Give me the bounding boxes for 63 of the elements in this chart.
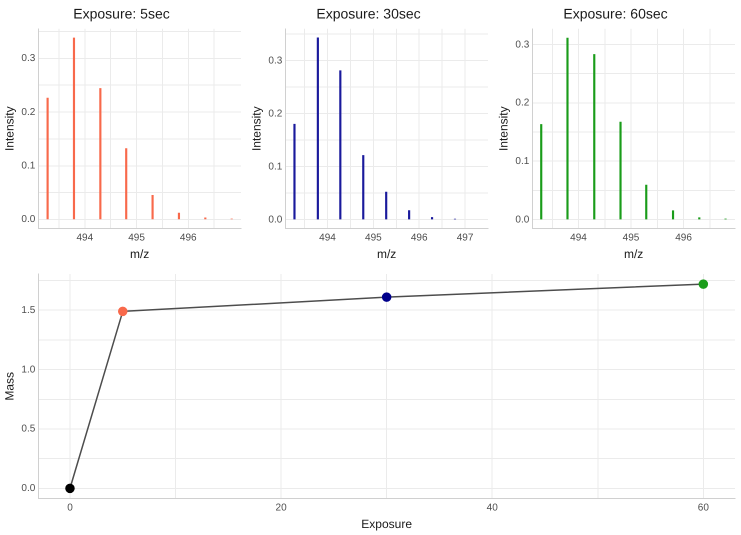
x-tick-label: 40 xyxy=(486,502,498,514)
y-tick-label: 0.0 xyxy=(21,214,36,226)
point xyxy=(698,279,708,289)
bar xyxy=(385,192,388,220)
chart-title: Exposure: 60sec xyxy=(563,5,668,22)
x-axis-title: m/z xyxy=(624,247,644,262)
x-tick-label: 495 xyxy=(622,232,640,244)
y-tick-label: 0.1 xyxy=(515,156,530,167)
bar xyxy=(125,148,128,220)
bar xyxy=(619,122,622,220)
chart-title: Exposure: 30sec xyxy=(316,5,421,22)
y-tick-label: 0.3 xyxy=(515,39,530,50)
y-tick-label: 0.0 xyxy=(515,214,530,226)
x-axis-title: m/z xyxy=(376,247,396,262)
x-tick-label: 496 xyxy=(410,232,428,244)
y-tick-label: 1.0 xyxy=(21,364,36,376)
y-axis-title: Intensity xyxy=(2,106,17,152)
y-tick-label: 0.2 xyxy=(515,98,530,109)
y-axis-title: Mass xyxy=(2,372,17,401)
bar xyxy=(178,212,180,220)
bar xyxy=(593,54,596,220)
y-tick-label: 0.5 xyxy=(21,424,36,435)
x-tick-label: 496 xyxy=(180,232,198,244)
bar xyxy=(339,70,342,220)
y-tick-label: 0.2 xyxy=(21,106,36,118)
bar xyxy=(316,37,319,220)
point xyxy=(65,484,75,494)
x-tick-label: 60 xyxy=(698,502,710,514)
bar xyxy=(72,38,76,220)
bar xyxy=(46,98,49,220)
x-tick-label: 495 xyxy=(365,232,382,244)
x-tick-label: 20 xyxy=(276,502,288,514)
point xyxy=(118,306,128,316)
bar xyxy=(566,38,569,220)
bar xyxy=(152,194,154,220)
x-tick-label: 497 xyxy=(456,232,474,244)
bar xyxy=(540,124,542,220)
bar xyxy=(362,155,364,220)
y-tick-label: 0.1 xyxy=(268,161,283,172)
y-tick-label: 0.2 xyxy=(268,108,283,120)
x-tick-label: 494 xyxy=(76,232,94,244)
point xyxy=(382,292,392,302)
y-tick-label: 0.3 xyxy=(21,53,36,64)
x-axis-title: Exposure xyxy=(361,517,412,532)
chart-title: Exposure: 5sec xyxy=(73,5,170,22)
x-tick-label: 0 xyxy=(67,502,74,514)
x-tick-label: 494 xyxy=(570,232,588,244)
y-tick-label: 0.1 xyxy=(21,160,36,172)
bar xyxy=(99,88,102,220)
x-tick-label: 495 xyxy=(128,232,146,244)
y-tick-label: 0.0 xyxy=(21,483,36,494)
y-tick-label: 0.0 xyxy=(268,214,283,226)
x-tick-label: 496 xyxy=(675,232,692,244)
y-tick-label: 0.3 xyxy=(268,55,283,66)
x-tick-label: 494 xyxy=(319,232,336,244)
bar xyxy=(408,210,410,220)
bar xyxy=(645,184,648,220)
bar xyxy=(293,124,296,220)
y-tick-label: 1.5 xyxy=(21,304,36,316)
y-axis-title: Intensity xyxy=(250,106,264,152)
x-axis-title: m/z xyxy=(130,247,150,262)
y-axis-title: Intensity xyxy=(496,106,511,152)
bar xyxy=(672,210,674,220)
